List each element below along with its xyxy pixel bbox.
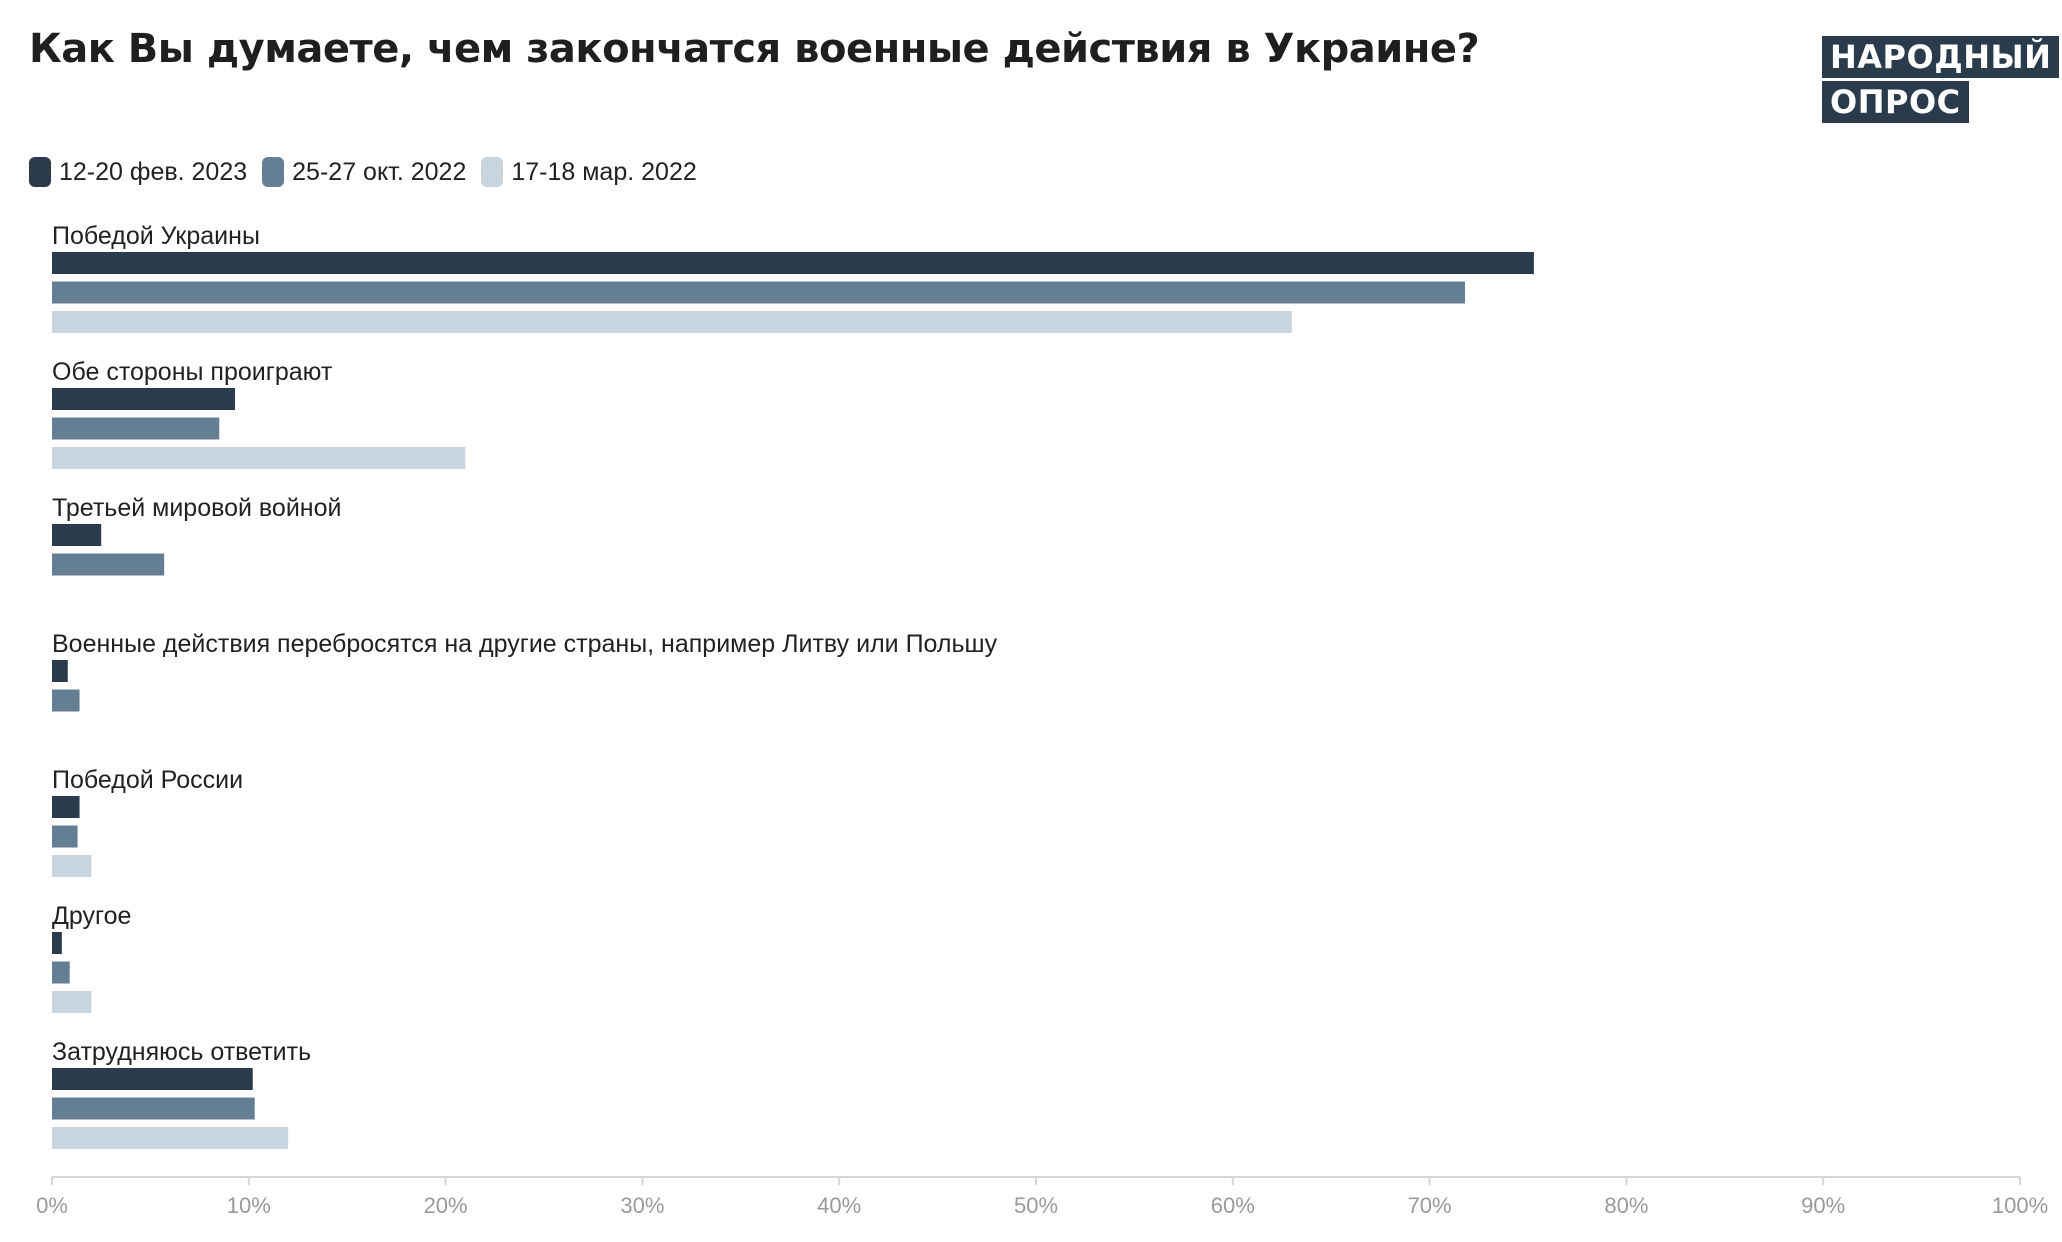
- x-tick-label-8: 70%: [1408, 1193, 1452, 1218]
- bar-5-series-1: [52, 796, 80, 818]
- x-tick-label-9: 80%: [1604, 1193, 1648, 1218]
- bar-1-series-3: [52, 311, 1292, 333]
- x-tick-label-3: 20%: [424, 1193, 468, 1218]
- bar-3-series-1: [52, 524, 102, 546]
- legend-item-1: 12-20 фев. 2023: [29, 157, 247, 187]
- legend-swatch-1: [29, 157, 51, 187]
- bar-6-series-2: [52, 961, 70, 984]
- bar-6-series-1: [52, 932, 62, 954]
- bar-7-series-3: [52, 1127, 289, 1149]
- x-tick-label-5: 40%: [817, 1193, 861, 1218]
- logo-line-2: ОПРОС: [1822, 81, 1969, 123]
- category-label-6: Другое: [52, 902, 131, 930]
- bar-5-series-3: [52, 855, 92, 877]
- x-tick-label-2: 10%: [227, 1193, 271, 1218]
- category-label-5: Победой России: [52, 766, 243, 794]
- x-tick-label-11: 100%: [1992, 1193, 2048, 1218]
- bar-7-series-2: [52, 1097, 255, 1120]
- legend-label-3: 17-18 мар. 2022: [511, 157, 697, 186]
- chart-title: Как Вы думаете, чем закончатся военные д…: [29, 26, 1480, 72]
- legend-swatch-3: [481, 157, 504, 187]
- x-tick-label-6: 50%: [1014, 1193, 1058, 1218]
- legend: 12-20 фев. 2023 25-27 окт. 2022 17-18 ма…: [29, 157, 712, 187]
- bar-4-series-1: [52, 660, 68, 682]
- x-tick-label-4: 30%: [620, 1193, 664, 1218]
- bar-5-series-2: [52, 825, 78, 848]
- x-tick-label-1: 0%: [36, 1193, 68, 1218]
- bar-2-series-1: [52, 388, 236, 410]
- category-label-7: Затрудняюсь ответить: [52, 1038, 311, 1066]
- category-label-4: Военные действия перебросятся на другие …: [52, 630, 998, 658]
- legend-label-2: 25-27 окт. 2022: [292, 157, 467, 186]
- bar-6-series-3: [52, 991, 92, 1013]
- category-label-2: Обе стороны проиграют: [52, 358, 333, 386]
- category-label-1: Победой Украины: [52, 222, 260, 250]
- bar-2-series-2: [52, 417, 220, 440]
- logo-line-1: НАРОДНЫЙ: [1822, 36, 2060, 78]
- legend-swatch-2: [262, 157, 285, 187]
- bar-1-series-1: [52, 252, 1534, 274]
- bar-1-series-2: [52, 281, 1466, 304]
- legend-item-3: 17-18 мар. 2022: [481, 157, 697, 187]
- x-tick-label-10: 90%: [1801, 1193, 1845, 1218]
- brand-logo: НАРОДНЫЙ ОПРОС: [1822, 36, 2060, 126]
- bar-3-series-2: [52, 553, 165, 576]
- bar-2-series-3: [52, 447, 466, 469]
- x-tick-label-7: 60%: [1211, 1193, 1255, 1218]
- legend-label-1: 12-20 фев. 2023: [59, 157, 248, 186]
- category-label-3: Третьей мировой войной: [52, 494, 341, 522]
- legend-item-2: 25-27 окт. 2022: [262, 157, 466, 187]
- bar-4-series-2: [52, 689, 80, 712]
- bar-7-series-1: [52, 1068, 253, 1090]
